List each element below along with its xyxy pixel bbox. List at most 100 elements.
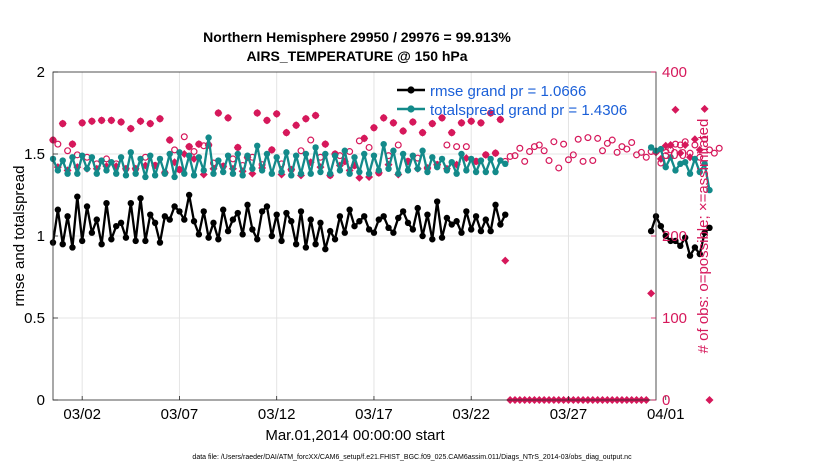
y-axis-label-left: rmse and totalspread [11, 166, 28, 307]
obs-assimilated-point [262, 116, 271, 125]
y-axis-label-right: # of obs: o=possible; ×=assimilated [695, 119, 712, 354]
totalspread-point [113, 170, 120, 177]
totalspread-point [200, 167, 207, 174]
obs-assimilated-point [87, 117, 96, 126]
obs-possible-point [443, 141, 451, 149]
totalspread-point [176, 149, 183, 156]
totalspread-point [380, 140, 387, 148]
obs-assimilated-point [681, 140, 690, 149]
rmse-point [156, 239, 164, 246]
x-tick-label: 03/27 [550, 406, 588, 423]
totalspread-point [205, 134, 212, 141]
rmse-point [497, 221, 504, 228]
y-tick-label-left: 1 [37, 228, 45, 245]
obs-possible-point [560, 140, 568, 148]
obs-possible-point [394, 141, 402, 149]
obs-assimilated-point [647, 289, 656, 298]
totalspread-point [278, 168, 285, 176]
totalspread-point [482, 168, 489, 176]
totalspread-point [409, 152, 417, 159]
obs-possible-point [516, 144, 524, 152]
totalspread-point [672, 167, 679, 174]
obs-assimilated-point [233, 143, 242, 152]
rmse-point [409, 226, 417, 233]
obs-assimilated-point [165, 136, 174, 145]
totalspread-point [54, 167, 62, 174]
obs-assimilated-point [126, 124, 135, 133]
rmse-point [380, 213, 387, 220]
rmse-point [472, 213, 480, 220]
totalspread-point [395, 170, 402, 177]
totalspread-point [171, 173, 178, 181]
obs-assimilated-point [501, 256, 510, 265]
obs-possible-point [521, 157, 529, 165]
totalspread-point [365, 170, 373, 177]
rmse-point [370, 229, 378, 236]
rmse-point [307, 216, 314, 223]
rmse-point [662, 232, 669, 240]
x-tick-label: 03/12 [258, 406, 296, 423]
totalspread-point [258, 167, 266, 174]
obs-possible-point [540, 147, 548, 155]
totalspread-point [127, 149, 135, 156]
rmse-point [487, 227, 494, 235]
y-tick-label-left: 2 [37, 64, 45, 81]
totalspread-point [156, 155, 164, 163]
totalspread-point [117, 154, 125, 161]
y-tick-label-right: 300 [662, 146, 687, 163]
legend-rmse-marker [407, 86, 415, 94]
y-tick-label-right: 200 [662, 228, 687, 245]
obs-assimilated-point [224, 113, 233, 122]
rmse-point [302, 244, 310, 251]
obs-possible-point [599, 147, 607, 155]
totalspread-point [399, 150, 407, 158]
x-tick-label: 03/17 [355, 406, 393, 423]
rmse-point [113, 222, 120, 230]
rmse-point [419, 232, 426, 240]
totalspread-point [419, 147, 426, 154]
obs-possible-point [307, 136, 315, 144]
totalspread-point [147, 152, 154, 159]
rmse-point [258, 208, 266, 215]
totalspread-point [103, 167, 110, 174]
rmse-point [365, 226, 373, 233]
totalspread-point [249, 165, 256, 172]
obs-possible-point [511, 152, 519, 160]
y-tick-label-left: 1.5 [24, 146, 45, 163]
rmse-point [424, 211, 431, 218]
rmse-point [98, 241, 105, 248]
rmse-point [361, 213, 368, 220]
obs-possible-point [715, 144, 723, 152]
rmse-point [181, 216, 188, 223]
obs-assimilated-point [496, 115, 505, 124]
totalspread-point [463, 167, 470, 174]
totalspread-point [497, 157, 504, 164]
obs-assimilated-point [214, 109, 223, 117]
totalspread-point [317, 168, 324, 176]
obs-possible-point [613, 148, 621, 156]
rmse-point [677, 242, 684, 250]
totalspread-point [385, 165, 392, 172]
totalspread-point [667, 154, 674, 161]
totalspread-point [195, 154, 203, 161]
obs-assimilated-point [58, 119, 67, 128]
totalspread-point [190, 172, 198, 179]
totalspread-point [137, 155, 144, 163]
x-tick-label: 03/07 [161, 406, 199, 423]
totalspread-point [492, 168, 499, 176]
rmse-point [701, 229, 708, 236]
obs-assimilated-point [389, 118, 398, 127]
totalspread-point [433, 163, 441, 171]
totalspread-point [696, 168, 703, 176]
obs-assimilated-point [321, 140, 330, 149]
totalspread-point [404, 167, 412, 174]
rmse-point [103, 200, 110, 207]
obs-possible-point [462, 143, 470, 151]
obs-assimilated-point [355, 173, 364, 182]
totalspread-point [78, 152, 86, 159]
rmse-point [166, 216, 173, 223]
rmse-point [657, 222, 665, 230]
totalspread-point [370, 152, 378, 159]
chart-title-line1: Northern Hemisphere 29950 / 29976 = 99.9… [203, 29, 511, 45]
rmse-point [249, 226, 256, 233]
